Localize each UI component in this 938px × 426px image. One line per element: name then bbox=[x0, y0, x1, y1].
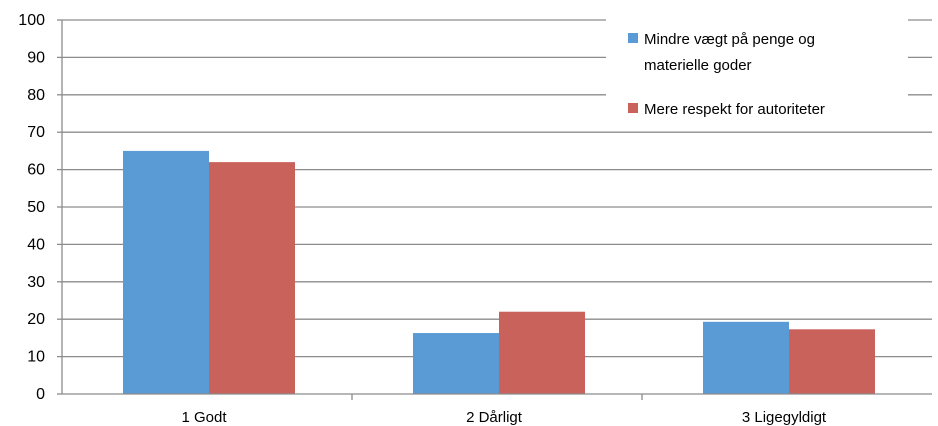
bar-series-2 bbox=[209, 162, 295, 394]
legend-label: materielle goder bbox=[644, 57, 752, 74]
legend-swatch bbox=[628, 33, 638, 43]
bar-series-1 bbox=[413, 333, 499, 394]
x-tick-label: 2 Dårligt bbox=[466, 409, 523, 426]
y-tick-label: 90 bbox=[27, 49, 45, 66]
y-tick-label: 100 bbox=[18, 12, 45, 29]
y-tick-label: 40 bbox=[27, 236, 45, 253]
axes bbox=[57, 19, 932, 400]
legend-swatch bbox=[628, 103, 638, 113]
bar-series-1 bbox=[123, 150, 209, 394]
legend-box bbox=[606, 16, 908, 128]
y-tick-label: 10 bbox=[27, 349, 45, 366]
legend-label: Mere respekt for autoriteter bbox=[644, 101, 825, 118]
y-tick-label: 30 bbox=[27, 274, 45, 291]
bars bbox=[123, 150, 875, 394]
x-tick-label: 3 Ligegyldigt bbox=[742, 409, 827, 426]
legend-label: Mindre vægt på penge og bbox=[644, 31, 815, 48]
y-tick-labels: 0 10 20 30 40 50 60 70 80 90 100 bbox=[18, 12, 45, 403]
y-tick-label: 80 bbox=[27, 87, 45, 104]
bar-series-2 bbox=[499, 311, 585, 394]
x-tick-labels: 1 Godt 2 Dårligt 3 Ligegyldigt bbox=[181, 409, 826, 426]
bar-series-2 bbox=[789, 329, 875, 394]
y-tick-label: 50 bbox=[27, 199, 45, 216]
bar-series-1 bbox=[703, 321, 789, 394]
x-tick-label: 1 Godt bbox=[181, 409, 227, 426]
y-tick-label: 20 bbox=[27, 311, 45, 328]
legend: Mindre vægt på penge og materielle goder M… bbox=[606, 16, 908, 128]
y-tick-label: 70 bbox=[27, 124, 45, 141]
y-tick-label: 0 bbox=[36, 386, 45, 403]
y-tick-label: 60 bbox=[27, 162, 45, 179]
